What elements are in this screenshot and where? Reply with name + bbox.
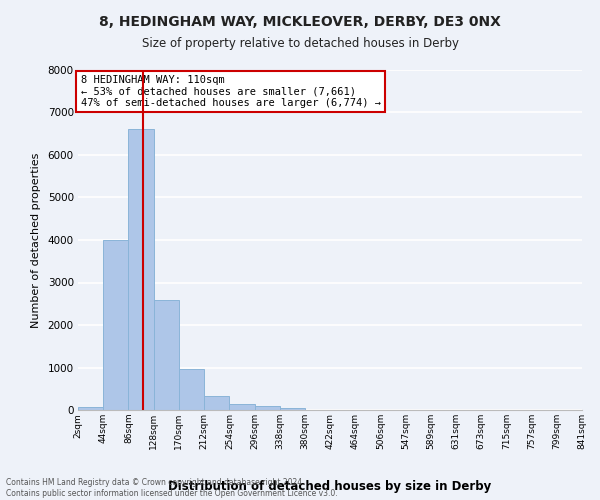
- Bar: [154, 300, 179, 410]
- X-axis label: Distribution of detached houses by size in Derby: Distribution of detached houses by size …: [169, 480, 491, 492]
- Text: 8, HEDINGHAM WAY, MICKLEOVER, DERBY, DE3 0NX: 8, HEDINGHAM WAY, MICKLEOVER, DERBY, DE3…: [99, 15, 501, 29]
- Bar: [179, 369, 204, 410]
- Text: Contains HM Land Registry data © Crown copyright and database right 2024.
Contai: Contains HM Land Registry data © Crown c…: [6, 478, 338, 498]
- Bar: [204, 396, 229, 410]
- Bar: [78, 408, 103, 410]
- Y-axis label: Number of detached properties: Number of detached properties: [31, 152, 41, 328]
- Text: 8 HEDINGHAM WAY: 110sqm
← 53% of detached houses are smaller (7,661)
47% of semi: 8 HEDINGHAM WAY: 110sqm ← 53% of detache…: [80, 75, 380, 108]
- Bar: [128, 130, 154, 410]
- Bar: [280, 408, 305, 410]
- Bar: [103, 240, 128, 410]
- Bar: [229, 404, 254, 410]
- Bar: [254, 406, 280, 410]
- Text: Size of property relative to detached houses in Derby: Size of property relative to detached ho…: [142, 38, 458, 51]
